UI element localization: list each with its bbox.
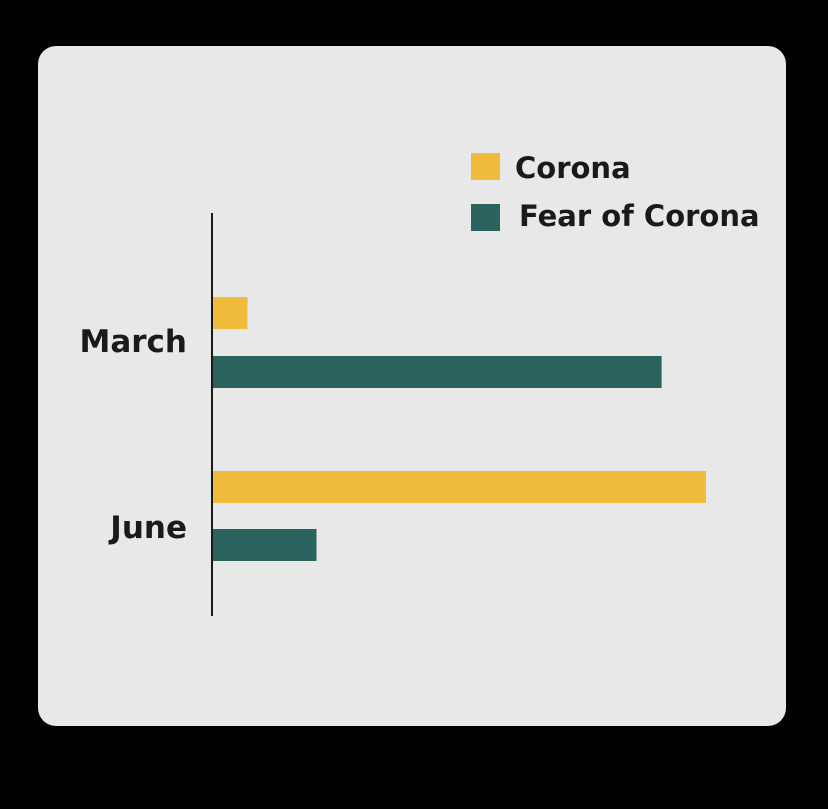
category-label-march: March bbox=[79, 324, 187, 360]
bar-fear-of-corona-june bbox=[213, 529, 317, 561]
legend-swatch-fear-of-corona bbox=[471, 204, 500, 231]
legend-swatch-corona bbox=[471, 153, 500, 180]
legend-label-fear-of-corona: Fear of Corona bbox=[519, 199, 760, 233]
category-labels: March June bbox=[79, 324, 187, 546]
category-label-june: June bbox=[108, 510, 187, 546]
bar-corona-march bbox=[213, 297, 248, 329]
bars-layer bbox=[213, 297, 706, 561]
bar-fear-of-corona-march bbox=[213, 356, 662, 388]
legend: Corona Fear of Corona bbox=[471, 151, 760, 233]
bar-corona-june bbox=[213, 471, 706, 503]
legend-label-corona: Corona bbox=[515, 151, 631, 185]
